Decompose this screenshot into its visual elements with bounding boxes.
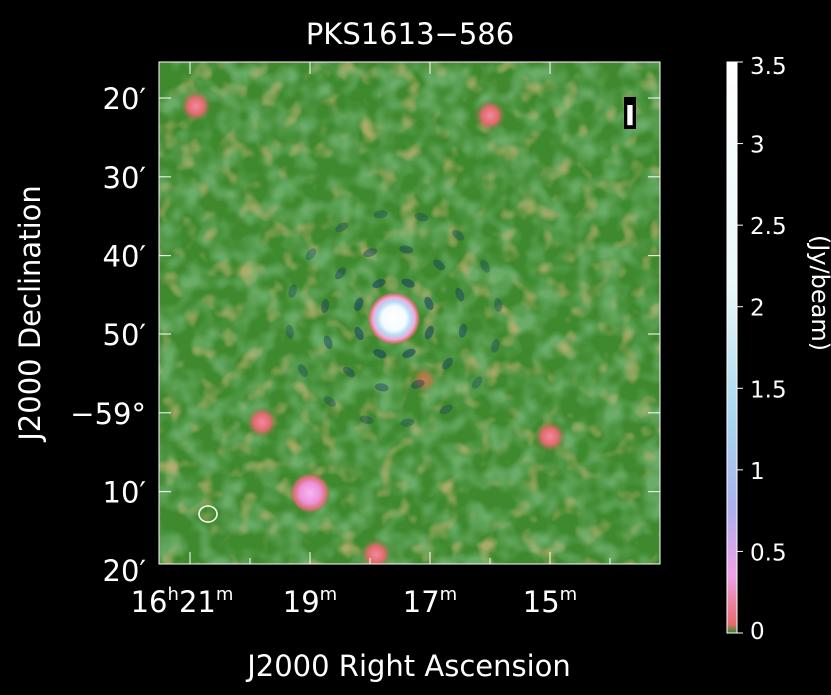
sidelobe-pattern	[285, 210, 503, 427]
sidelobe-18	[455, 287, 465, 302]
sidelobe-9	[411, 379, 425, 389]
y-tick-label-5: 10′	[103, 476, 147, 510]
sidelobe-5	[372, 278, 386, 289]
sidelobe-29	[373, 210, 388, 219]
x-axis: 16h21m 19m 17m 15m	[131, 62, 611, 619]
colorbar-tick-label-7: 3.5	[750, 54, 787, 80]
beam-ellipse	[198, 505, 218, 523]
sidelobe-12	[323, 335, 333, 349]
radio-source-1	[289, 472, 331, 515]
sources-layer	[179, 89, 567, 564]
sidelobe-27	[305, 248, 317, 261]
sidelobe-20	[439, 404, 453, 415]
y-tick-label-6: 20′	[103, 554, 147, 588]
x-tick-label-1: 19m	[283, 584, 337, 619]
sidelobe-0	[424, 325, 434, 340]
sidelobe-35	[471, 376, 483, 389]
sidelobe-3	[354, 326, 364, 341]
sidelobe-26	[288, 284, 297, 298]
sidelobe-34	[491, 339, 500, 353]
sidelobe-1	[402, 348, 416, 358]
sidelobe-2	[373, 349, 387, 359]
sidelobe-22	[359, 415, 374, 425]
sidelobe-32	[480, 259, 490, 273]
colorbar-tick-label-0: 0	[750, 619, 765, 645]
y-axis-label: J2000 Declination	[13, 185, 47, 443]
colorbar-tick-label-5: 2.5	[750, 214, 787, 240]
y-axis: 20′ 30′ 40′ 50′ −59° 10′ 20′	[70, 82, 660, 588]
sidelobe-17	[433, 259, 446, 271]
colorbar	[726, 61, 738, 634]
colorbar-tick-label-2: 1	[750, 459, 765, 485]
y-tick-label-0: 20′	[103, 82, 147, 116]
sidelobe-23	[323, 396, 336, 407]
stokes-marker-box	[624, 97, 636, 129]
y-tick-label-1: 30′	[103, 161, 147, 195]
colorbar-tick-label-3: 1.5	[750, 377, 787, 403]
radio-source-2	[359, 537, 393, 564]
colorbar-tick-label-6: 3	[750, 133, 765, 159]
y-tick-label-3: 50′	[103, 318, 147, 352]
sidelobe-4	[354, 297, 364, 311]
radio-source-7	[409, 364, 439, 395]
plot-frame	[158, 61, 661, 565]
y-tick-label-4: −59°	[70, 397, 146, 431]
x-axis-label: J2000 Right Ascension	[245, 649, 571, 683]
sidelobe-28	[335, 222, 349, 233]
radio-source-6	[533, 419, 567, 454]
radio-source-0	[367, 291, 421, 346]
colorbar-tick-label-1: 0.5	[750, 540, 787, 566]
sidelobe-33	[494, 298, 503, 312]
sidelobe-11	[342, 366, 355, 378]
sidelobe-24	[298, 364, 308, 378]
colorbar-ticks: 0 0.5 1 1.5 2 2.5 3 3.5	[737, 54, 787, 645]
radio-source-3	[179, 89, 213, 124]
plot-area	[159, 62, 660, 564]
radio-source-4	[473, 98, 507, 133]
colorbar-tick-label-4: 2	[750, 296, 765, 322]
sidelobe-21	[400, 418, 415, 427]
sidelobe-19	[458, 323, 468, 338]
sidelobe-16	[399, 245, 414, 254]
sidelobe-8	[442, 357, 453, 370]
x-tick-label-2: 17m	[403, 584, 457, 619]
sidelobe-14	[335, 267, 346, 280]
y-tick-label-2: 40′	[103, 240, 147, 274]
x-tick-label-0: 16h21m	[131, 584, 234, 619]
x-tick-label-3: 15m	[523, 584, 577, 619]
sidelobe-15	[363, 248, 377, 258]
sidelobe-13	[320, 299, 330, 314]
sidelobe-30	[414, 212, 429, 222]
sidelobe-6	[401, 278, 415, 288]
sidelobe-31	[452, 229, 465, 241]
sidelobe-7	[424, 296, 434, 311]
stokes-label: I	[625, 99, 635, 132]
sidelobe-10	[374, 383, 389, 392]
chart-title: PKS1613−586	[306, 17, 514, 51]
colorbar-label: (Jy/beam)	[806, 235, 831, 351]
radio-source-5	[245, 405, 279, 440]
sidelobe-25	[285, 324, 294, 339]
